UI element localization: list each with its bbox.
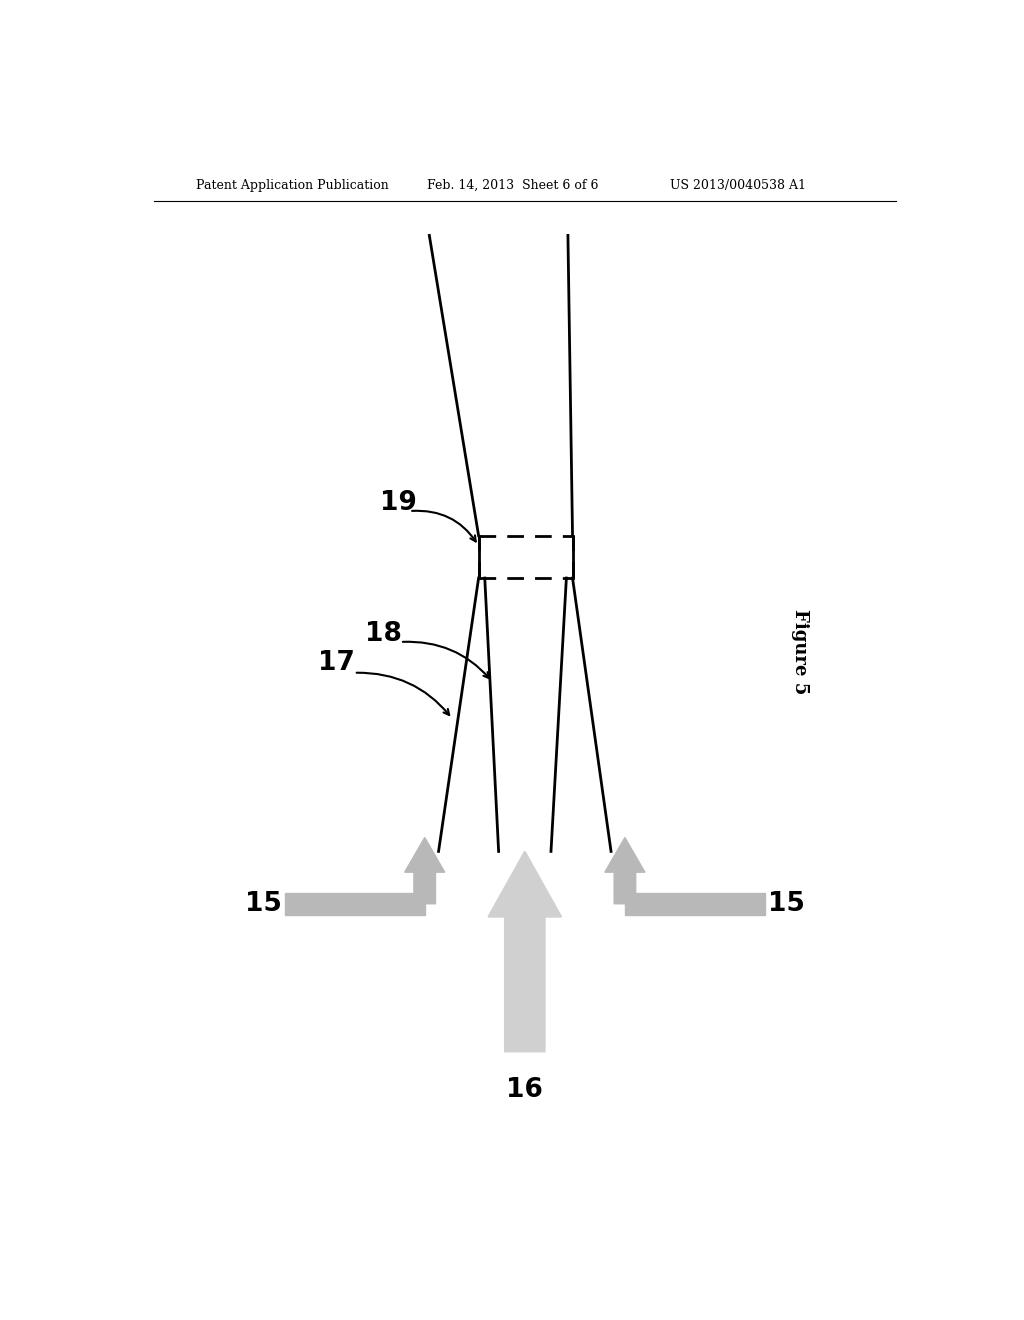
FancyArrow shape xyxy=(625,892,765,915)
Text: 17: 17 xyxy=(318,649,355,676)
Text: 15: 15 xyxy=(245,891,282,917)
Text: 15: 15 xyxy=(768,891,805,917)
Text: 16: 16 xyxy=(506,1077,544,1104)
Text: Feb. 14, 2013  Sheet 6 of 6: Feb. 14, 2013 Sheet 6 of 6 xyxy=(427,178,598,191)
Text: US 2013/0040538 A1: US 2013/0040538 A1 xyxy=(670,178,806,191)
Text: 18: 18 xyxy=(365,622,401,647)
FancyArrow shape xyxy=(488,851,561,1052)
Text: Figure 5: Figure 5 xyxy=(792,609,809,694)
FancyArrow shape xyxy=(285,892,425,915)
FancyArrow shape xyxy=(605,838,645,904)
Text: 19: 19 xyxy=(380,490,417,516)
FancyArrow shape xyxy=(404,838,444,904)
Text: Patent Application Publication: Patent Application Publication xyxy=(196,178,389,191)
